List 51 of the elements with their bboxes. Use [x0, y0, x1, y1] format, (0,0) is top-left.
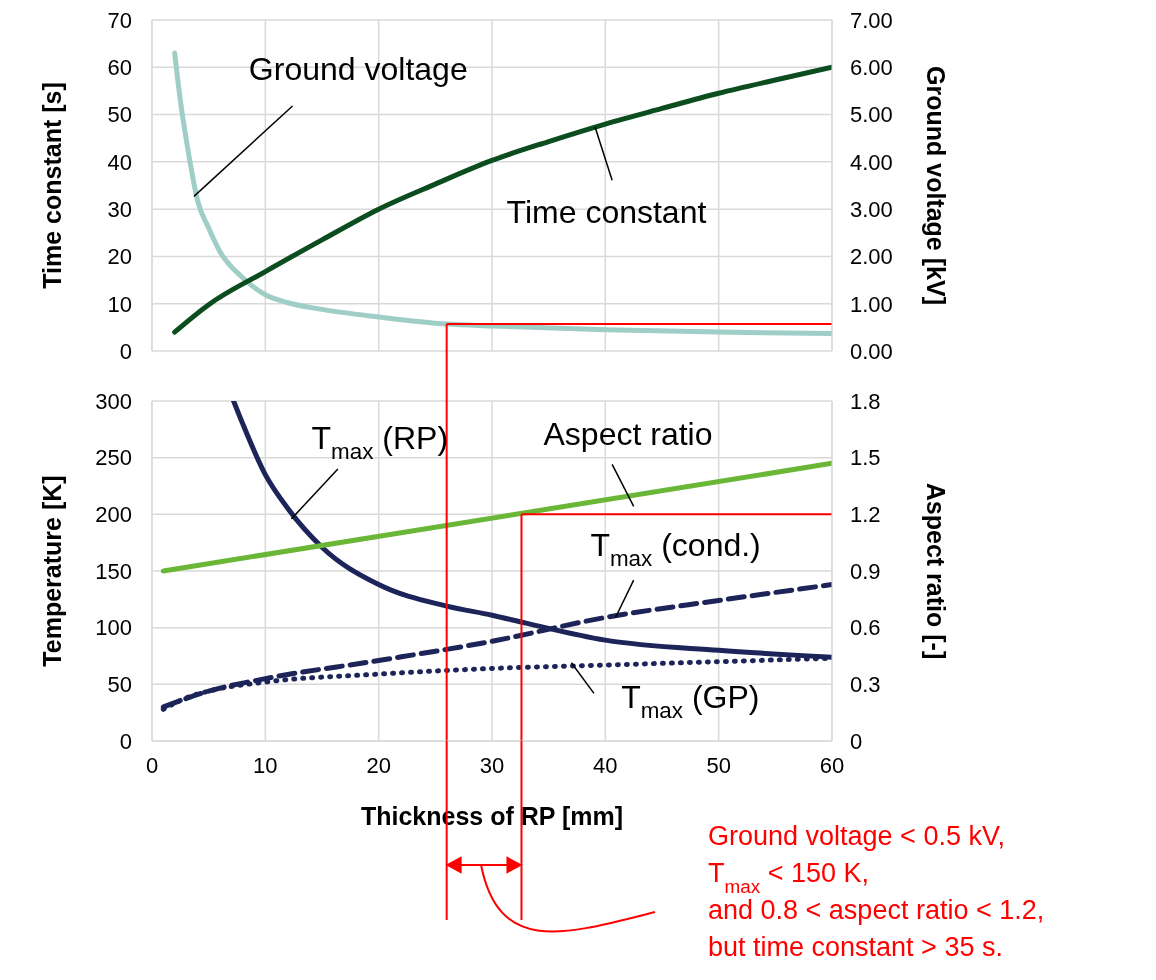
y-tick-label: 250	[95, 445, 132, 471]
y2-tick-label: 2.00	[850, 244, 893, 270]
x-tick-label: 0	[145, 752, 159, 778]
y-tick-label: 50	[107, 102, 132, 128]
y2-tick-label: 6.00	[850, 55, 893, 81]
y2-tick-label: 4.00	[850, 149, 893, 175]
series-label: T$_{max}$ (GP)	[621, 679, 760, 724]
y-tick-label: 200	[95, 502, 132, 528]
y2-tick-label: 1.00	[850, 291, 893, 317]
y-tick-label: 0	[119, 728, 132, 754]
text: T$_{max}$ < 150 K,	[708, 858, 870, 897]
y-tick-label: 100	[95, 615, 132, 641]
y-tick-label: 300	[95, 388, 132, 414]
y-tick-label: 30	[107, 196, 132, 222]
y2-tick-label: 0	[850, 728, 863, 754]
text: Ground voltage < 0.5 kV,	[708, 821, 1005, 851]
x-tick-label: 50	[706, 752, 731, 778]
y2-tick-label: 1.8	[850, 388, 881, 414]
y-tick-label: 150	[95, 558, 132, 584]
y2-tick-label: 1.5	[850, 445, 881, 471]
y2-tick-label: 0.00	[850, 338, 893, 364]
y2-tick-label: 3.00	[850, 196, 893, 222]
y-axis-title: Time constant [s]	[37, 82, 66, 289]
y-tick-label: 0	[119, 338, 132, 364]
y-axis-title: Temperature [K]	[37, 475, 66, 667]
text: and 0.8 < aspect ratio < 1.2,	[708, 895, 1045, 925]
text: but time constant > 35 s.	[708, 932, 1003, 962]
y2-axis-title: Aspect ratio [-]	[922, 482, 951, 660]
series-label: T$_{max}$ (cond.)	[590, 527, 761, 572]
y2-axis-title: Ground voltage [kV]	[922, 66, 951, 305]
y-tick-label: 40	[107, 149, 132, 175]
x-tick-label: 10	[253, 752, 278, 778]
y-tick-label: 60	[107, 55, 132, 81]
x-tick-label: 40	[593, 752, 618, 778]
y-tick-label: 10	[107, 291, 132, 317]
x-tick-label: 20	[366, 752, 391, 778]
x-tick-label: 30	[479, 752, 505, 778]
y2-tick-label: 5.00	[850, 102, 893, 128]
y2-tick-label: 7.00	[850, 7, 893, 33]
x-tick-label: 60	[819, 752, 845, 778]
y-tick-label: 20	[107, 244, 132, 270]
y2-tick-label: 0.3	[850, 672, 881, 698]
y-tick-label: 50	[107, 672, 132, 698]
series-label: Aspect ratio	[543, 416, 713, 453]
text: Ground voltage	[248, 51, 468, 88]
y2-tick-label: 0.6	[850, 615, 881, 641]
series-label: T$_{max}$ (RP)	[311, 420, 449, 465]
y2-tick-label: 1.2	[850, 502, 881, 528]
series-label: Time constant	[506, 194, 707, 231]
y2-tick-label: 0.9	[850, 558, 881, 584]
y-tick-label: 70	[107, 7, 132, 33]
